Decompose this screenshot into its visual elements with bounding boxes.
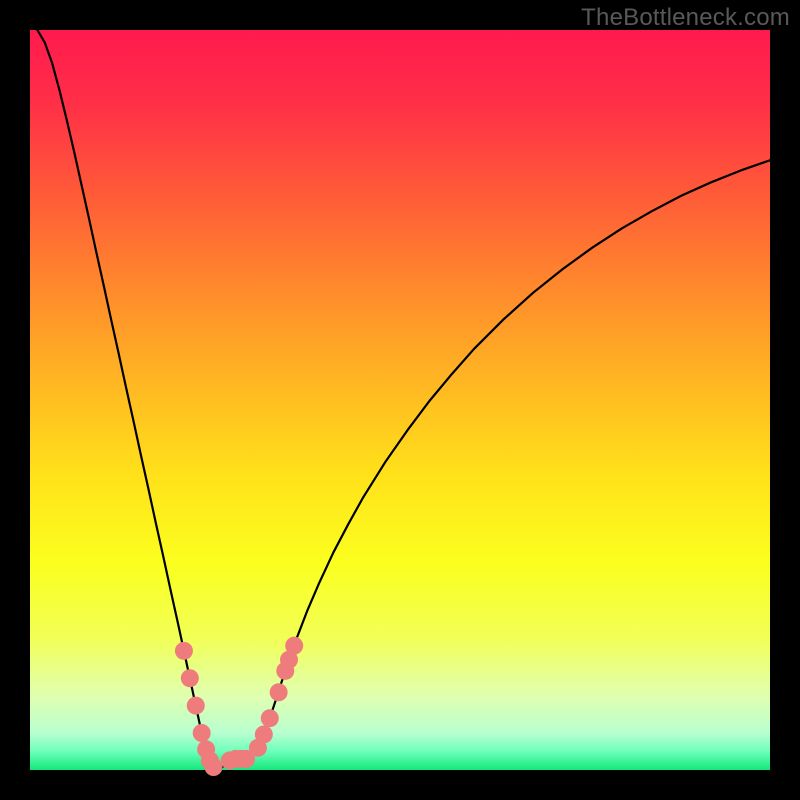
plot-background xyxy=(30,30,770,770)
chart-container: TheBottleneck.com xyxy=(0,0,800,800)
marker-dot xyxy=(270,683,288,701)
marker-dot xyxy=(181,669,199,687)
bottleneck-chart xyxy=(0,0,800,800)
marker-dot xyxy=(285,637,303,655)
marker-dot xyxy=(193,724,211,742)
marker-dot xyxy=(205,758,223,776)
marker-dot xyxy=(175,642,193,660)
marker-dot xyxy=(187,697,205,715)
marker-dot xyxy=(261,709,279,727)
watermark-text: TheBottleneck.com xyxy=(581,4,790,32)
marker-dot xyxy=(255,725,273,743)
